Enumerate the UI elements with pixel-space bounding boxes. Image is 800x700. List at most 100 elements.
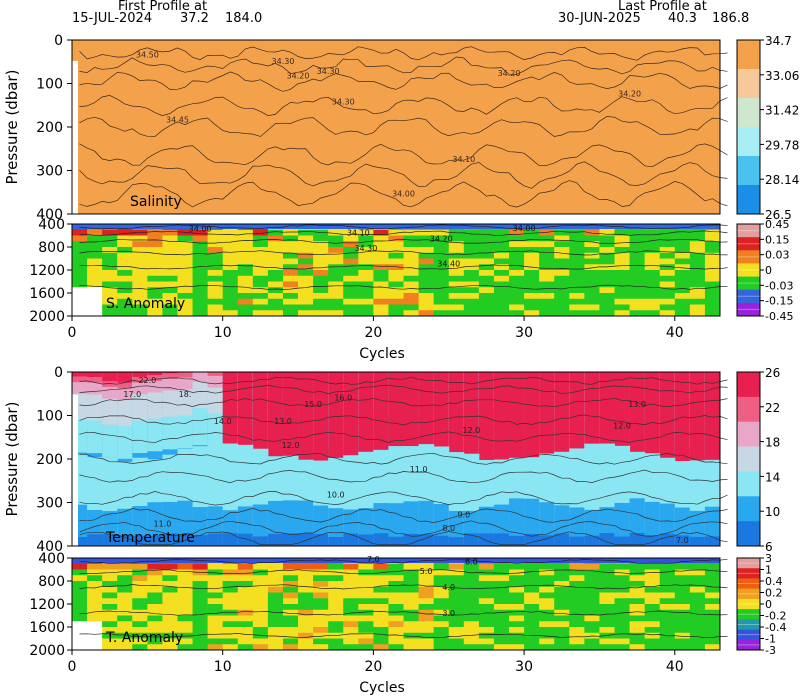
salinity-anomaly-cell xyxy=(403,310,420,317)
salinity-anomaly-cell xyxy=(448,304,465,311)
temperature-anomaly-cell xyxy=(433,563,450,570)
salinity-anomaly-cell xyxy=(237,258,254,265)
salinity-anomaly-cell xyxy=(162,258,178,265)
salinity-ytick-label: 300 xyxy=(36,164,63,180)
salinity-anomaly-nodata xyxy=(72,287,103,316)
salinity-anomaly-cell xyxy=(222,304,239,311)
temperature-contour-label: 12.0 xyxy=(282,441,300,450)
salinity-anomaly-cell xyxy=(132,281,148,288)
temperature-anomaly-cell xyxy=(252,644,269,651)
salinity-anomaly-cell xyxy=(237,247,254,254)
temperature-anomaly-cell xyxy=(298,604,314,611)
salinity-anomaly-cell xyxy=(644,304,661,311)
temperature-anomaly-cell xyxy=(463,632,480,639)
temperature-contour-label: 8.0 xyxy=(442,524,455,533)
salinity-anomaly-cell xyxy=(72,275,88,282)
temperature-anomaly-contour-line xyxy=(79,633,728,639)
salinity-anomaly-cell xyxy=(328,275,344,282)
salinity-anomaly-cell xyxy=(252,252,269,259)
salinity-anomaly-cell xyxy=(237,304,254,311)
temperature-anomaly-cell xyxy=(539,644,555,651)
salinity-anomaly-cell xyxy=(222,293,239,300)
temperature-anomaly-cell xyxy=(509,627,525,634)
salinity-anomaly-cell xyxy=(388,310,405,317)
temperature-cell xyxy=(509,535,525,546)
salinity-anomaly-cell xyxy=(478,229,495,236)
temperature-anomaly-cell xyxy=(418,627,435,634)
temperature-anomaly-colorbar-swatch xyxy=(737,558,760,569)
salinity-anomaly-cell xyxy=(313,270,329,277)
temperature-anomaly-cell xyxy=(539,581,555,588)
salinity-anomaly-cell xyxy=(343,304,359,311)
salinity-anomaly-cell xyxy=(403,293,420,300)
salinity-anomaly-cell xyxy=(343,287,359,294)
temperature-anomaly-cell xyxy=(644,644,661,651)
salinity-anomaly-cell xyxy=(463,241,480,248)
salinity-anomaly-cell xyxy=(539,287,555,294)
salinity-anomaly-cell xyxy=(403,235,420,242)
salinity-anomaly-cell xyxy=(629,247,646,254)
temperature-anomaly-cell xyxy=(418,575,435,582)
temperature-colorbar-label: 14 xyxy=(765,470,780,484)
salinity-anomaly-cell xyxy=(433,275,450,282)
salinity-anomaly-cell xyxy=(614,252,631,259)
salinity-anomaly-ytick-label: 1600 xyxy=(29,286,65,302)
salinity-anomaly-cell xyxy=(388,235,405,242)
salinity-anomaly-cell xyxy=(463,264,480,271)
salinity-contour-label: 34.20 xyxy=(287,71,310,80)
temperature-anomaly-cell xyxy=(102,586,118,593)
salinity-anomaly-cell xyxy=(448,258,465,265)
salinity-anomaly-cell xyxy=(267,247,284,254)
temperature-anomaly-cell xyxy=(569,586,585,593)
temperature-anomaly-cell xyxy=(554,615,570,622)
temperature-anomaly-cell xyxy=(403,644,420,651)
salinity-anomaly-cell xyxy=(267,275,284,282)
temperature-cell xyxy=(298,533,314,546)
salinity-colorbar-label: 34.7 xyxy=(765,34,792,48)
salinity-contour-label: 34.00 xyxy=(392,190,415,199)
temperature-anomaly-cell xyxy=(539,592,555,599)
salinity-anomaly-cell xyxy=(177,287,194,294)
salinity-anomaly-cell xyxy=(704,287,721,294)
temperature-contour-label: 16.0 xyxy=(334,393,352,402)
salinity-anomaly-cell xyxy=(388,270,405,277)
temperature-cell xyxy=(328,536,344,546)
temperature-anomaly-cell xyxy=(132,563,148,570)
temperature-anomaly-cell xyxy=(584,586,600,593)
salinity-anomaly-cell xyxy=(493,229,510,236)
temperature-anomaly-colorbar-swatch xyxy=(737,619,760,630)
temperature-anomaly-cell xyxy=(162,609,178,616)
temperature-colorbar-label: 10 xyxy=(765,505,780,519)
temperature-anomaly-cell xyxy=(418,621,435,628)
salinity-contour-label: 34.10 xyxy=(452,155,475,164)
temperature-anomaly-cell xyxy=(237,604,254,611)
salinity-anomaly-cell xyxy=(328,270,344,277)
temperature-anomaly-cell xyxy=(659,575,676,582)
salinity-anomaly-cell xyxy=(388,298,405,305)
salinity-anomaly-cell xyxy=(117,258,133,265)
temperature-anomaly-cell xyxy=(87,604,103,611)
temperature-cell xyxy=(132,372,148,377)
salinity-anomaly-cell xyxy=(674,264,691,271)
salinity-anomaly-cell xyxy=(237,287,254,294)
temperature-anomaly-cell xyxy=(614,586,631,593)
salinity-anomaly-cell xyxy=(132,229,148,236)
salinity-anomaly-cell xyxy=(674,281,691,288)
temperature-anomaly-cell xyxy=(388,621,405,628)
temperature-anomaly-cell xyxy=(102,598,118,605)
temperature-anomaly-cell xyxy=(177,569,194,576)
salinity-anomaly-cell xyxy=(147,287,163,294)
temperature-anomaly-cell xyxy=(569,575,585,582)
salinity-anomaly-cell xyxy=(629,287,646,294)
temperature-anomaly-cell xyxy=(493,627,510,634)
salinity-contour-label: 34.20 xyxy=(498,69,521,78)
temperature-anomaly-cell xyxy=(267,563,284,570)
salinity-anomaly-contour-line xyxy=(79,284,728,290)
temperature-colorbar-label: 22 xyxy=(765,401,780,415)
salinity-anomaly-xtick-label: 10 xyxy=(214,325,232,341)
temperature-anomaly-cell xyxy=(403,621,420,628)
temperature-anomaly-cell xyxy=(689,638,706,645)
temperature-anomaly-cell xyxy=(418,604,435,611)
temperature-contour-label: 15.0 xyxy=(304,400,322,409)
temperature-anomaly-cell xyxy=(704,632,721,639)
